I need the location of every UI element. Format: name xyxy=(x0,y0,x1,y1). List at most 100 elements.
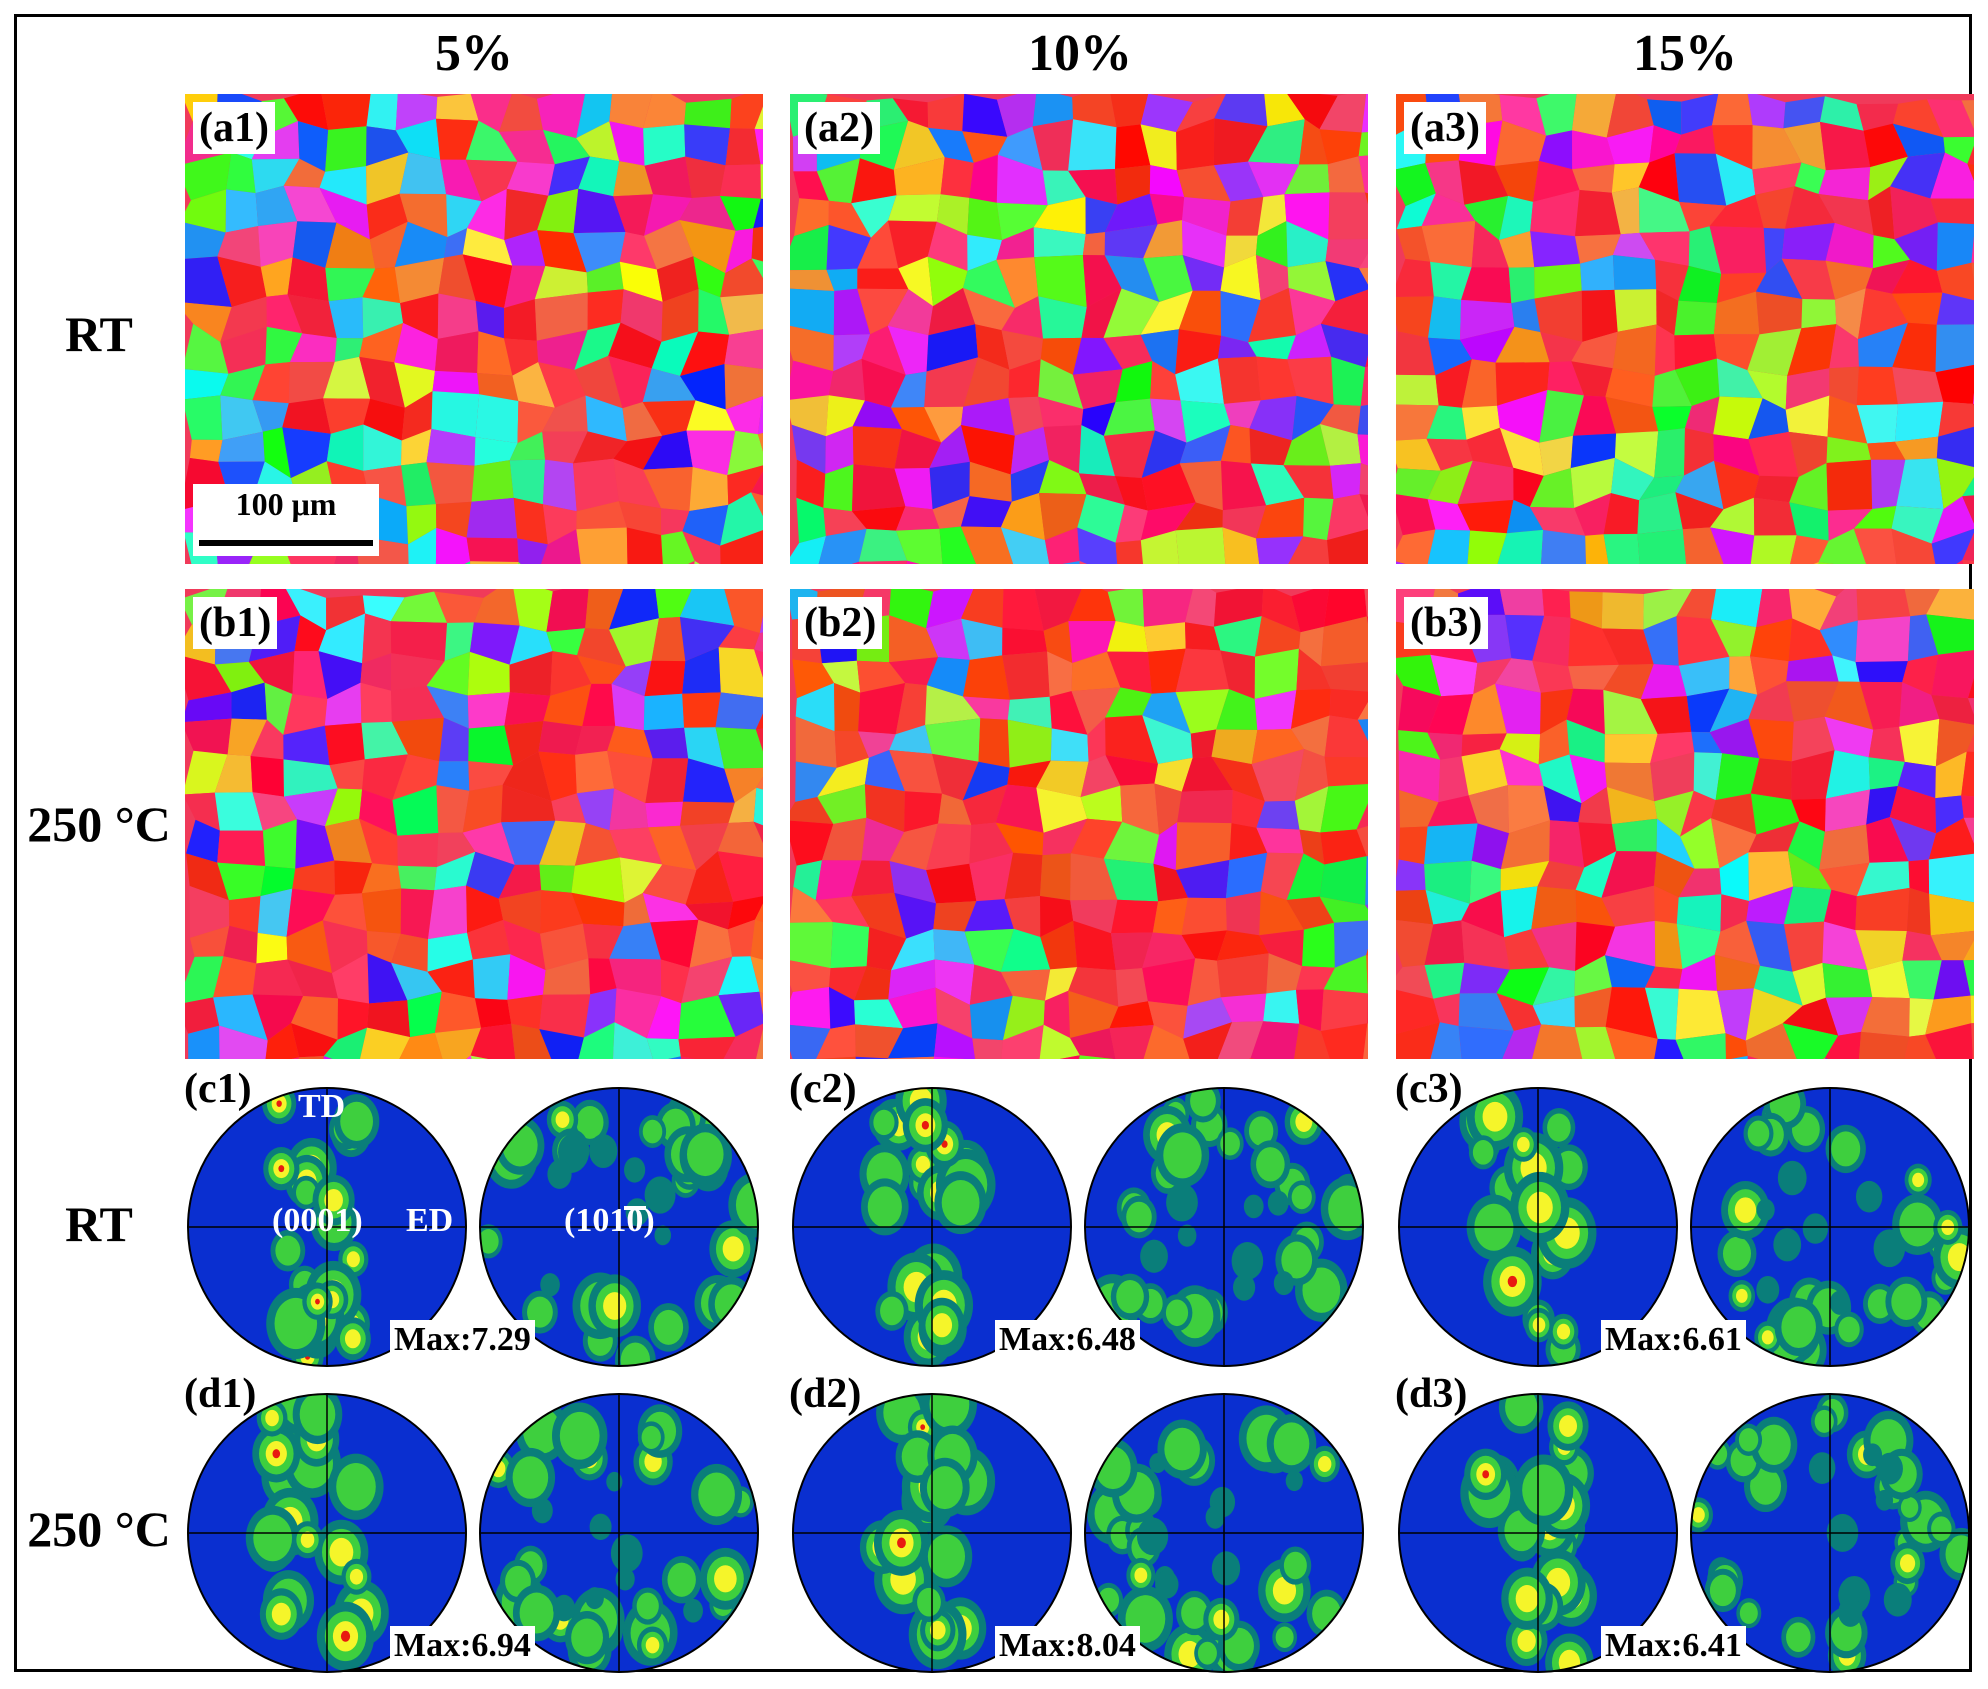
grain xyxy=(1433,993,1460,1026)
grain xyxy=(474,437,518,466)
grain xyxy=(643,693,685,731)
grain xyxy=(1748,398,1789,440)
intensity-contour xyxy=(1317,1456,1332,1472)
grain xyxy=(1891,505,1944,544)
grain xyxy=(394,323,438,371)
grain xyxy=(257,888,293,937)
intensity-contour xyxy=(606,1471,623,1492)
intensity-contour xyxy=(1876,1452,1903,1485)
grain xyxy=(1892,367,1944,405)
grain xyxy=(926,618,970,660)
grain xyxy=(1147,1001,1188,1039)
grain xyxy=(1396,226,1431,262)
grain xyxy=(609,958,662,997)
grain xyxy=(1787,821,1825,870)
grain xyxy=(391,962,442,1001)
grain xyxy=(1858,322,1908,368)
grain xyxy=(1925,995,1972,1035)
grain xyxy=(1530,190,1580,237)
grain xyxy=(223,925,258,964)
grain xyxy=(1398,685,1442,733)
grain xyxy=(932,496,970,529)
grain xyxy=(1640,696,1692,734)
grain xyxy=(679,589,735,626)
grain xyxy=(287,959,338,999)
column-header-5: 5% xyxy=(435,25,513,82)
grain xyxy=(1396,374,1439,406)
intensity-contour xyxy=(927,1534,966,1579)
grain xyxy=(967,234,1002,271)
grain xyxy=(1068,990,1119,1038)
grain xyxy=(359,818,398,866)
intensity-contour xyxy=(1164,1427,1200,1471)
grain xyxy=(1324,756,1368,787)
grain xyxy=(1601,592,1644,630)
grain xyxy=(513,589,553,632)
grain xyxy=(936,194,970,235)
grain xyxy=(682,531,721,564)
grain xyxy=(727,430,763,476)
grain xyxy=(1603,664,1654,700)
grain xyxy=(1719,852,1749,901)
grain xyxy=(1302,922,1335,968)
grain xyxy=(926,863,977,904)
grain xyxy=(1755,291,1803,335)
grain xyxy=(542,395,588,432)
grain xyxy=(1220,290,1261,343)
grain xyxy=(1291,715,1330,757)
intensity-contour xyxy=(1211,1551,1241,1586)
grain xyxy=(1791,750,1835,800)
grain xyxy=(1462,683,1507,735)
grain xyxy=(661,508,690,536)
grain xyxy=(1568,664,1619,690)
grain xyxy=(1678,265,1722,303)
grain xyxy=(1109,1025,1154,1059)
grain xyxy=(1040,896,1074,937)
grain xyxy=(717,821,763,858)
grain xyxy=(1365,904,1368,909)
grain xyxy=(1356,826,1368,857)
grain xyxy=(391,933,428,972)
grain xyxy=(894,468,933,510)
grain xyxy=(796,459,826,508)
grain xyxy=(1216,953,1269,998)
grain xyxy=(927,221,968,271)
grain xyxy=(582,923,624,959)
grain xyxy=(1716,358,1763,399)
grain xyxy=(963,259,1015,308)
grain xyxy=(189,925,230,957)
grain xyxy=(1421,220,1476,268)
grain xyxy=(1566,688,1605,735)
row-header-d: 250 °C xyxy=(27,1501,171,1557)
grain xyxy=(661,531,695,564)
grain xyxy=(439,717,469,762)
grain xyxy=(1541,529,1587,564)
grain xyxy=(1070,1028,1116,1059)
grain xyxy=(1637,529,1687,564)
grain xyxy=(1115,124,1151,169)
grain xyxy=(1714,954,1760,991)
grain xyxy=(502,751,552,802)
grain xyxy=(1575,889,1616,927)
intensity-contour xyxy=(1786,1622,1811,1653)
grain xyxy=(391,717,444,762)
grain xyxy=(613,458,662,509)
grain xyxy=(1038,359,1084,410)
grain xyxy=(1549,820,1585,868)
grain xyxy=(1714,460,1760,510)
grain xyxy=(397,865,437,891)
grain xyxy=(1250,1058,1256,1059)
grain xyxy=(1140,124,1177,171)
grain xyxy=(334,860,373,895)
grain xyxy=(1396,258,1434,297)
grain xyxy=(609,94,653,129)
intensity-contour xyxy=(1273,1422,1310,1466)
intensity-contour xyxy=(315,1298,320,1305)
intensity-contour xyxy=(527,1296,553,1328)
grain xyxy=(939,526,977,564)
grain xyxy=(793,860,822,901)
grain xyxy=(542,958,591,995)
grain xyxy=(961,618,1003,660)
grain xyxy=(408,527,437,564)
grain xyxy=(1003,995,1045,1041)
